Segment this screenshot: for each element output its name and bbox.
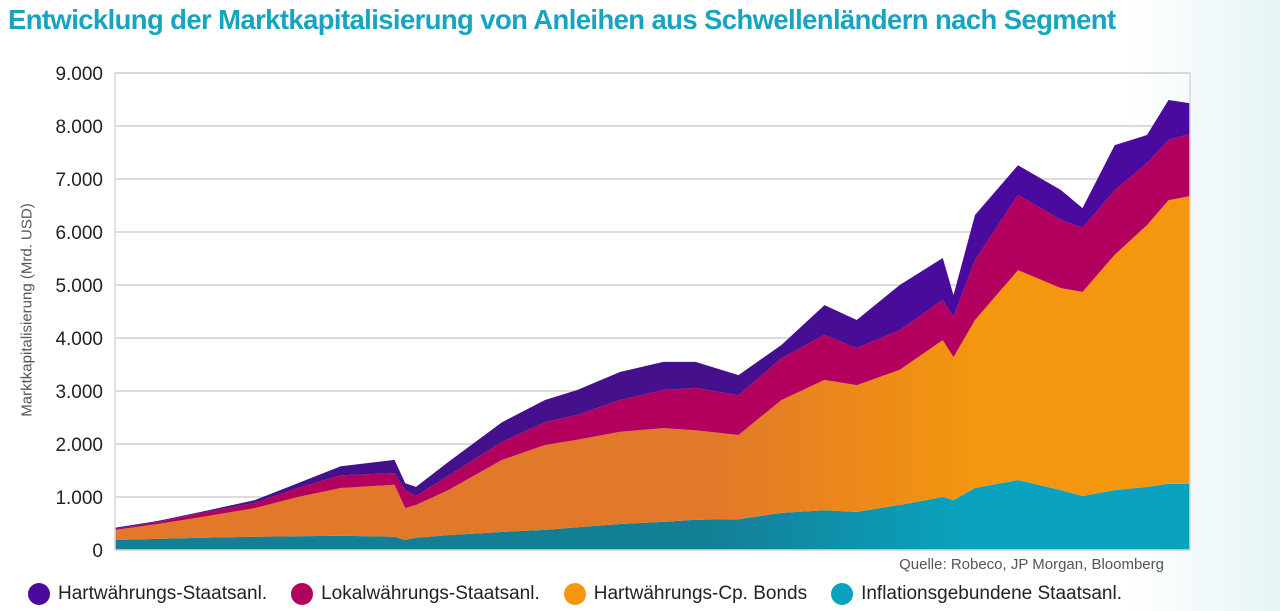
y-tick-label: 5.000 bbox=[55, 276, 103, 297]
legend: Hartwährungs-Staatsanl. Lokalwährungs-St… bbox=[28, 583, 1146, 605]
y-tick-label: 7.000 bbox=[55, 170, 103, 191]
legend-swatch bbox=[831, 583, 854, 605]
areas bbox=[115, 100, 1190, 550]
y-tick-label: 4.000 bbox=[55, 329, 103, 350]
area-series-1 bbox=[115, 195, 1190, 540]
legend-item: Hartwährungs-Cp. Bonds bbox=[563, 583, 808, 605]
legend-swatch bbox=[563, 583, 586, 605]
y-axis-label: Marktkapitalisierung (Mrd. USD) bbox=[18, 203, 36, 417]
chart-title: Entwicklung der Marktkapitalisierung von… bbox=[8, 4, 1116, 35]
legend-swatch bbox=[291, 583, 314, 605]
y-tick-label: 8.000 bbox=[55, 117, 103, 138]
y-tick-label: 2.000 bbox=[55, 435, 103, 456]
plot-frame bbox=[114, 72, 1191, 551]
legend-label: Hartwährungs-Staatsanl. bbox=[58, 583, 268, 604]
legend-label: Hartwährungs-Cp. Bonds bbox=[593, 583, 808, 604]
y-ticks: 0 1.000 2.000 3.000 4.000 5.000 6.000 7.000 8.00… bbox=[55, 64, 103, 562]
legend-item: Lokalwährungs-Staatsanl. bbox=[291, 583, 540, 605]
y-tick-label: 0 bbox=[92, 541, 103, 562]
area-series-0 bbox=[115, 480, 1190, 550]
y-tick-label: 6.000 bbox=[55, 223, 103, 244]
y-tick-label: 9.000 bbox=[55, 64, 103, 85]
legend-label: Inflationsgebundene Staatsanl. bbox=[861, 583, 1123, 604]
legend-label: Lokalwährungs-Staatsanl. bbox=[321, 583, 540, 604]
y-tick-label: 3.000 bbox=[55, 382, 103, 403]
source-note: Quelle: Robeco, JP Morgan, Bloomberg bbox=[899, 556, 1164, 573]
y-tick-label: 1.000 bbox=[55, 488, 103, 509]
legend-swatch bbox=[28, 583, 50, 605]
legend-item: Hartwährungs-Staatsanl. bbox=[28, 583, 267, 605]
legend-item: Inflationsgebundene Staatsanl. bbox=[831, 583, 1122, 605]
